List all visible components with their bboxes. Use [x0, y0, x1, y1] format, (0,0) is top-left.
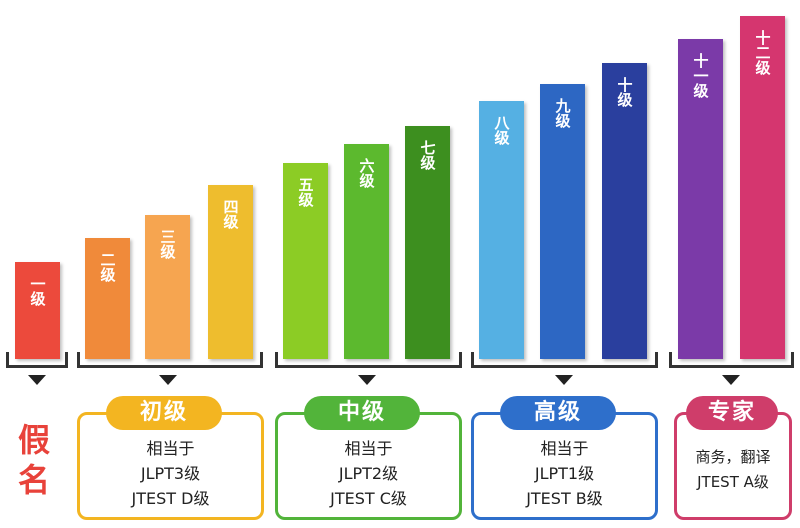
group-line-3: JTEST C级: [330, 489, 407, 508]
level-bar-8: 八级: [479, 101, 524, 359]
level-bar-label: 三级: [158, 229, 177, 259]
group-line-2: JTEST A级: [697, 473, 769, 491]
group-line-1: 相当于: [344, 439, 393, 458]
level-bar-4: 四级: [208, 185, 253, 359]
kana-text: 假名: [17, 421, 50, 499]
group-title-beginner: 初级: [106, 396, 222, 430]
level-bar-label: 五级: [296, 177, 315, 207]
level-bar-label: 八级: [492, 115, 511, 145]
level-bar-1: 一级: [15, 262, 60, 359]
level-bar-9: 九级: [540, 84, 585, 359]
group-line-1: 商务，翻译: [695, 448, 771, 466]
level-bar-label: 一级: [28, 276, 47, 306]
group-line-2: JLPT1级: [534, 464, 595, 483]
arrow-down-icon: [555, 375, 573, 385]
group-title-expert: 专家: [686, 396, 778, 430]
group-line-2: JLPT3级: [140, 464, 201, 483]
arrow-down-icon: [159, 375, 177, 385]
bracket-kana: [6, 352, 68, 368]
level-bar-label: 九级: [553, 98, 572, 128]
group-box-expert: 商务，翻译 JTEST A级: [674, 412, 792, 520]
group-line-1: 相当于: [540, 439, 589, 458]
level-bar-10: 十级: [602, 63, 647, 359]
group-title-advanced: 高级: [500, 396, 616, 430]
group-line-3: JTEST B级: [526, 489, 603, 508]
level-bar-label: 十一级: [691, 53, 710, 98]
level-bar-11: 十一级: [678, 39, 723, 359]
group-line-1: 相当于: [146, 439, 195, 458]
arrow-down-icon: [28, 375, 46, 385]
kana-label: 假名: [14, 420, 54, 500]
arrow-down-icon: [722, 375, 740, 385]
level-bar-label: 六级: [357, 158, 376, 188]
level-bar-5: 五级: [283, 163, 328, 359]
level-bar-2: 二级: [85, 238, 130, 359]
bracket-expert: [669, 352, 794, 368]
group-line-2: JLPT2级: [338, 464, 399, 483]
bracket-advanced: [471, 352, 658, 368]
level-bar-6: 六级: [344, 144, 389, 359]
level-bar-12: 十二级: [740, 16, 785, 359]
bracket-beginner: [77, 352, 263, 368]
level-bar-7: 七级: [405, 126, 450, 359]
level-bar-label: 七级: [418, 140, 437, 170]
bracket-intermediate: [275, 352, 462, 368]
level-bar-label: 十级: [615, 77, 634, 107]
group-title-intermediate: 中级: [304, 396, 420, 430]
level-bar-label: 四级: [221, 199, 240, 229]
level-bar-label: 二级: [98, 252, 117, 282]
level-bar-3: 三级: [145, 215, 190, 359]
arrow-down-icon: [358, 375, 376, 385]
group-line-3: JTEST D级: [131, 489, 210, 508]
level-bar-label: 十二级: [753, 30, 772, 75]
